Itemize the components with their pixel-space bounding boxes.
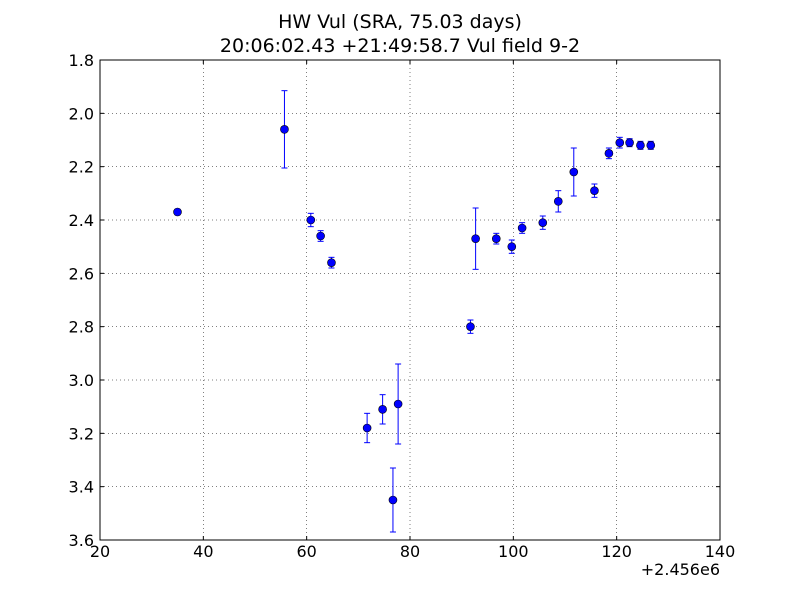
data-point bbox=[604, 149, 614, 158]
data-point bbox=[553, 197, 563, 206]
y-tick-label: 3.0 bbox=[69, 371, 94, 390]
data-point bbox=[646, 141, 656, 150]
data-point bbox=[327, 258, 336, 267]
y-tick-label: 3.4 bbox=[69, 478, 94, 497]
y-tick-label: 2.6 bbox=[69, 264, 94, 283]
y-tick-label: 3.6 bbox=[69, 531, 94, 550]
data-point bbox=[173, 207, 182, 217]
x-tick-label: 20 bbox=[90, 542, 110, 561]
y-tick-label: 2.0 bbox=[69, 104, 94, 123]
x-tick-label: 80 bbox=[400, 542, 420, 561]
data-point bbox=[471, 234, 480, 243]
data-point bbox=[569, 167, 579, 177]
data-point bbox=[507, 242, 517, 251]
plot-frame bbox=[99, 59, 721, 541]
data-point bbox=[466, 322, 475, 331]
y-tick-label: 1.8 bbox=[69, 51, 94, 70]
y-tick-label: 2.2 bbox=[69, 158, 94, 177]
data-point bbox=[615, 138, 625, 147]
data-point bbox=[636, 141, 645, 150]
x-tick-label: 40 bbox=[193, 542, 213, 561]
x-tick-label: 140 bbox=[705, 542, 736, 561]
data-point bbox=[306, 215, 316, 225]
y-tick-label: 3.2 bbox=[69, 424, 94, 443]
chart-title: HW Vul (SRA, 75.03 days) bbox=[278, 11, 522, 33]
tick-labels: 20 40 60 80 100 120 140 1.8 2.0 2.2 2.4 2.6 2.8 3.0 3.… bbox=[69, 51, 736, 561]
data-point bbox=[362, 423, 372, 433]
x-tick-label: 60 bbox=[296, 542, 316, 561]
data-series bbox=[173, 90, 656, 533]
data-point bbox=[280, 125, 289, 134]
data-point bbox=[590, 186, 599, 195]
grid-lines bbox=[100, 60, 720, 540]
data-point bbox=[517, 223, 527, 233]
x-offset-label: +2.456e6 bbox=[641, 560, 720, 579]
data-point bbox=[378, 405, 387, 414]
data-point bbox=[491, 234, 501, 243]
data-point bbox=[388, 495, 398, 505]
x-tick-label: 100 bbox=[498, 542, 529, 561]
data-point bbox=[538, 218, 548, 227]
data-point bbox=[625, 138, 634, 147]
data-point bbox=[393, 399, 403, 409]
y-tick-label: 2.8 bbox=[69, 318, 94, 337]
data-point bbox=[316, 231, 325, 241]
y-tick-label: 2.4 bbox=[69, 211, 94, 230]
chart-subtitle: 20:06:02.43 +21:49:58.7 Vul field 9-2 bbox=[219, 35, 581, 57]
x-tick-label: 120 bbox=[601, 542, 632, 561]
